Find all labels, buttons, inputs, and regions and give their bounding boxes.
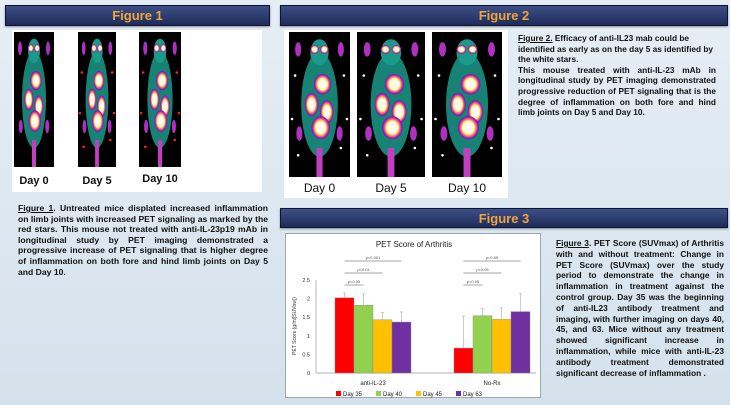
legend-label: Day 63 xyxy=(463,392,483,398)
pet-scan-day0 xyxy=(14,32,54,167)
legend-swatch xyxy=(376,391,381,396)
star-marker xyxy=(82,145,85,149)
figure3-caption: Figure 3. PET Score (SUVmax) of Arthriti… xyxy=(556,238,724,378)
pet-score-chart: PET Score of Arthritis PET Score (g/ml[S… xyxy=(285,233,541,398)
y-tick-label: 0.5 xyxy=(302,352,310,358)
bar-day-40 xyxy=(353,305,374,374)
star-marker xyxy=(497,117,500,121)
category-label: anti-IL-23 xyxy=(360,381,386,387)
p-value-label: p<0.05 xyxy=(476,267,489,272)
day-label: Day 5 xyxy=(82,175,112,187)
bar-day-35 xyxy=(453,347,474,374)
pet-scan-day0 xyxy=(289,32,350,177)
star-marker xyxy=(420,117,423,121)
star-marker xyxy=(177,111,181,115)
bar-day-63 xyxy=(510,311,531,374)
star-marker xyxy=(112,111,116,115)
star-marker xyxy=(144,145,147,149)
star-marker xyxy=(139,111,143,115)
chart-title: PET Score of Arthritis xyxy=(376,240,452,249)
day-label: Day 10 xyxy=(447,181,487,195)
star-marker xyxy=(296,153,300,157)
legend-label: Day 40 xyxy=(383,392,403,398)
p-value-label: p<0.001 xyxy=(366,255,381,260)
figure3-header: Figure 3 xyxy=(280,208,728,228)
y-tick-label: 2.5 xyxy=(302,278,310,284)
star-marker xyxy=(362,74,366,77)
bar-day-45 xyxy=(372,319,393,374)
star-marker xyxy=(365,153,369,157)
star-marker xyxy=(493,74,497,77)
star-marker xyxy=(78,111,82,115)
y-tick-label: 1.5 xyxy=(302,315,310,321)
legend-swatch xyxy=(456,391,461,396)
day-label: Day 5 xyxy=(375,181,407,195)
star-marker xyxy=(173,138,176,142)
figure2-image-panel: Day 0 Day 5 Day 10 xyxy=(284,30,508,198)
bar-day-45 xyxy=(491,319,512,374)
star-marker xyxy=(293,74,297,77)
star-marker xyxy=(141,71,145,74)
pet-scan-day5 xyxy=(357,32,425,177)
bar-day-40 xyxy=(472,315,493,374)
figure1-image-panel: Day 0 Day 5 Day 10 xyxy=(12,30,262,192)
star-marker xyxy=(175,71,179,74)
legend-label: Day 45 xyxy=(423,392,443,398)
pet-scan-day10 xyxy=(432,32,502,177)
chart-svg: PET Score of Arthritis PET Score (g/ml[S… xyxy=(292,240,536,398)
star-marker xyxy=(110,71,114,74)
y-tick-label: 2 xyxy=(307,297,310,303)
figure2-header: Figure 2 xyxy=(280,5,728,26)
p-value-label: p<0.01 xyxy=(357,267,370,272)
star-marker xyxy=(416,74,420,77)
figure2-caption: Figure 2. Efficacy of anti-IL23 mab coul… xyxy=(518,33,716,118)
star-marker xyxy=(342,74,346,77)
bar-day-35 xyxy=(334,297,355,374)
star-marker xyxy=(434,117,437,121)
day-label: Day 0 xyxy=(19,175,49,187)
p-value-label: p<0.05 xyxy=(348,279,361,284)
star-marker xyxy=(339,146,343,150)
star-marker xyxy=(437,74,441,77)
star-marker xyxy=(109,138,112,142)
figure1-header: Figure 1 xyxy=(5,5,270,26)
legend-swatch xyxy=(336,391,341,396)
star-marker xyxy=(441,153,444,157)
category-label: No-Rx xyxy=(483,381,500,387)
star-marker xyxy=(80,71,84,74)
pet-scan-day5 xyxy=(78,32,116,167)
star-marker xyxy=(490,146,493,150)
star-marker xyxy=(345,117,349,121)
day-label: Day 10 xyxy=(142,173,178,185)
y-tick-label: 0 xyxy=(307,371,310,377)
legend-swatch xyxy=(416,391,421,396)
y-tick-label: 1 xyxy=(307,334,310,340)
pet-scan-day10 xyxy=(139,32,181,167)
p-value-label: p<0.05 xyxy=(486,255,499,260)
legend-label: Day 35 xyxy=(343,392,363,398)
day-label: Day 0 xyxy=(303,181,336,195)
star-marker xyxy=(290,117,294,121)
figure1-caption: Figure 1. Untreated mice displated incre… xyxy=(18,203,268,277)
p-value-label: p<0.05 xyxy=(467,279,480,284)
bar-day-63 xyxy=(391,321,412,374)
star-marker xyxy=(359,117,362,121)
star-marker xyxy=(413,146,417,150)
y-axis-label: PET Score (g/ml[SUVbw]) xyxy=(292,297,298,355)
